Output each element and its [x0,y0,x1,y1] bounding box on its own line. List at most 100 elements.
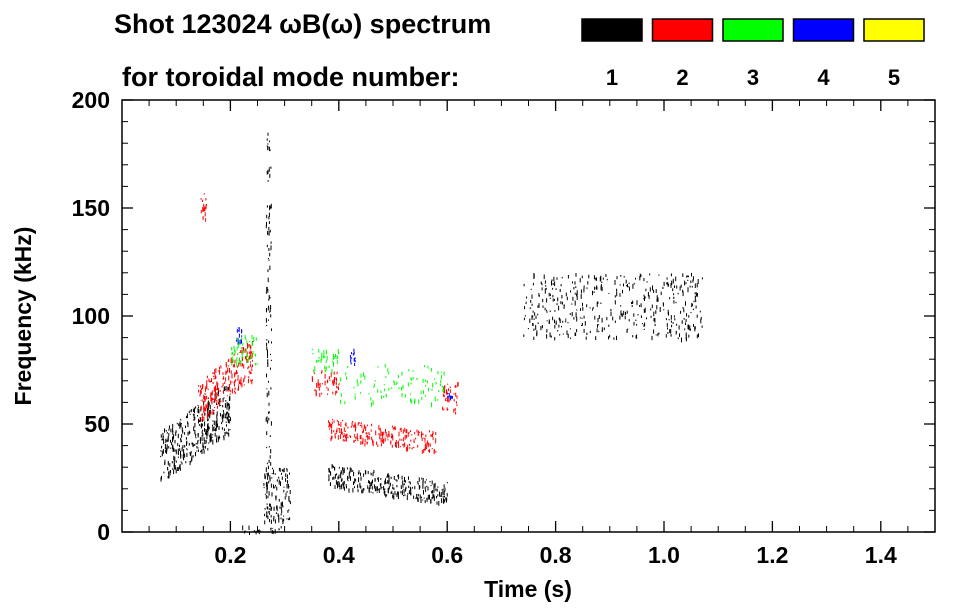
spectrum-point [671,324,673,328]
spectrum-point [216,414,218,419]
spectrum-point [524,307,526,310]
spectrum-point [223,387,225,391]
spectrum-point [377,389,379,393]
spectrum-point [456,395,458,399]
spectrum-point [558,324,560,328]
spectrum-point [202,433,204,437]
spectrum-point [354,422,356,426]
spectrum-point [180,423,182,428]
spectrum-point [169,470,171,476]
spectrum-point [341,429,343,435]
spectrum-point [252,379,253,381]
spectrum-point [623,310,625,316]
spectrum-point [576,309,578,311]
spectrum-point [229,395,231,401]
spectrum-point [421,449,423,454]
spectrum-point [189,453,191,456]
spectrum-point [236,362,238,367]
spectrum-point [523,334,525,337]
y-tick-label: 50 [84,411,110,437]
spectrum-point [597,301,599,304]
spectrum-point [437,486,439,488]
spectrum-point [209,435,211,438]
spectrum-point [210,436,212,441]
spectrum-point [355,436,357,439]
spectrum-point [353,440,355,443]
spectrum-point [694,292,696,295]
spectrum-point [331,424,333,429]
spectrum-point [216,396,218,399]
spectrum-point [268,259,270,261]
spectrum-point [341,428,342,431]
spectrum-point [397,440,399,445]
spectrum-point [215,425,217,429]
spectrum-point [442,495,444,498]
spectrum-point [192,442,194,447]
spectrum-point [221,427,223,430]
spectrum-point [204,446,206,449]
spectrum-point [183,456,185,461]
spectrum-point [404,494,406,496]
spectrum-point [208,402,210,404]
spectrum-point [364,425,365,428]
spectrum-point [236,329,238,333]
spectrum-point [643,294,645,297]
spectrum-point [417,432,419,437]
spectrum-point [199,439,201,444]
spectrum-point [267,288,269,293]
spectrum-point [270,314,272,318]
spectrum-point [554,281,556,287]
spectrum-point [429,443,431,447]
spectrum-point [269,512,271,515]
spectrum-point [555,288,557,290]
spectrum-point [268,299,270,301]
spectrum-point [395,440,397,444]
spectrum-point [213,375,215,377]
spectrum-point [288,509,290,511]
spectrum-point [332,381,334,385]
spectrum-point [429,449,430,453]
spectrum-point [267,350,268,355]
spectrum-point [215,428,217,431]
spectrum-point [199,389,201,395]
spectrum-point [326,379,328,384]
spectrum-point [346,486,347,489]
spectrum-point [209,415,211,419]
spectrum-point [205,218,207,222]
spectrum-point [395,479,397,481]
spectrum-point [533,318,535,320]
spectrum-point [315,389,317,391]
spectrum-point [245,356,246,359]
spectrum-point [223,412,225,415]
spectrum-point [167,460,169,464]
spectrum-point [177,443,179,447]
spectrum-point [395,383,397,386]
spectrum-point [203,404,205,407]
spectrum-point [209,433,211,436]
spectrum-point [214,399,216,403]
spectrum-point [212,424,214,427]
spectrum-point [357,440,359,442]
spectrum-point [403,483,405,486]
spectrum-point [198,418,199,424]
spectrum-point [285,478,287,482]
spectrum-point [354,395,356,400]
spectrum-point [376,486,378,491]
spectrum-point [193,444,195,446]
spectrum-point [574,281,576,285]
spectrum-point [377,489,379,491]
spectrum-point [424,394,426,397]
spectrum-point [203,437,205,441]
spectrum-point [586,287,588,289]
spectrum-point [657,333,659,337]
spectrum-point [337,360,339,362]
spectrum-point [418,431,420,433]
spectrum-point [327,393,329,395]
spectrum-point [246,344,248,349]
spectrum-point [385,481,386,484]
spectrum-point [270,305,272,309]
spectrum-point [407,432,409,437]
spectrum-point [184,453,186,458]
spectrum-point [242,525,244,531]
